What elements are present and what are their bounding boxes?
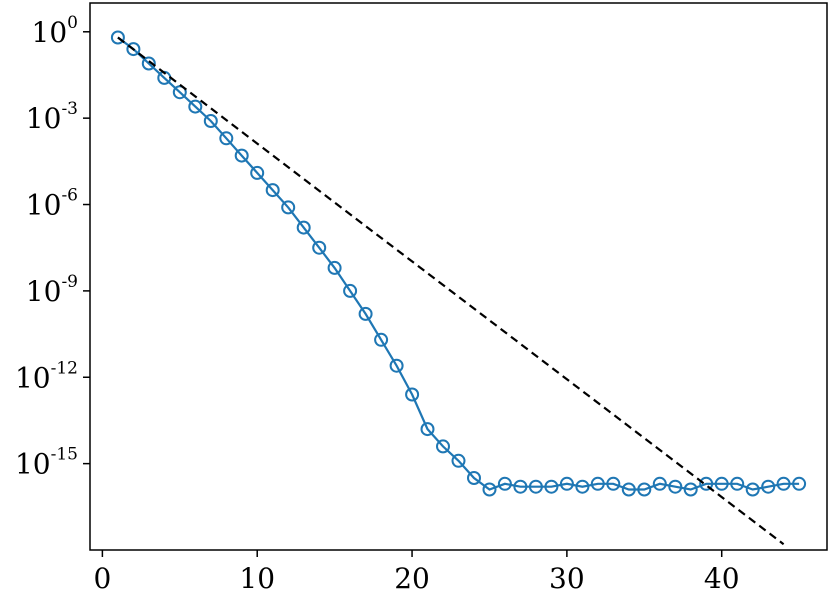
- x-tick-label: 10: [239, 562, 275, 595]
- x-tick-label: 30: [549, 562, 585, 595]
- y-tick-base: 10: [26, 275, 62, 308]
- series-point: [234, 148, 249, 163]
- y-tick-exponent: -3: [61, 99, 78, 119]
- series-point: [761, 479, 776, 494]
- series-point: [126, 42, 141, 57]
- series-point: [436, 439, 450, 454]
- series-point: [296, 220, 311, 235]
- y-tick-base: 10: [15, 448, 51, 481]
- series-point: [312, 240, 327, 255]
- series-point: [405, 387, 420, 402]
- y-tick-exponent: -12: [51, 358, 78, 378]
- series-point: [714, 476, 729, 491]
- series-point: [482, 482, 497, 497]
- series-point: [528, 479, 543, 494]
- reference-dashed-line: [117, 36, 785, 546]
- y-tick-label: 100: [32, 13, 78, 49]
- series-line: [117, 36, 800, 491]
- x-tick-label: 20: [394, 562, 430, 595]
- series-point: [745, 482, 760, 497]
- y-tick-label: 10-6: [26, 186, 78, 222]
- series-point: [250, 165, 265, 180]
- y-tick-exponent: -6: [61, 186, 78, 206]
- series-point: [420, 422, 435, 437]
- series-point: [683, 482, 698, 497]
- series-point: [776, 476, 791, 491]
- series-point: [668, 479, 683, 494]
- x-tick-label: 0: [93, 562, 111, 595]
- series-point: [497, 476, 512, 491]
- series-point: [621, 482, 636, 497]
- y-tick-label: 10-9: [26, 272, 78, 308]
- series-point: [343, 283, 358, 298]
- y-tick-label: 10-15: [15, 445, 78, 481]
- series-point: [730, 476, 745, 491]
- y-tick-exponent: -15: [51, 445, 78, 465]
- y-tick-base: 10: [15, 361, 51, 394]
- plot-frame: [89, 2, 828, 551]
- y-tick-base: 10: [26, 102, 62, 135]
- series-point: [699, 476, 714, 491]
- series-point: [637, 482, 652, 497]
- series-point: [544, 479, 559, 494]
- series-point: [203, 114, 218, 128]
- series-point: [467, 471, 481, 485]
- series-point: [451, 453, 466, 468]
- y-tick-base: 10: [26, 189, 62, 222]
- series-point: [389, 358, 404, 373]
- series-point: [792, 476, 807, 491]
- y-tick-label: 10-3: [26, 99, 78, 135]
- series-layer: [110, 30, 807, 546]
- series-point: [652, 476, 667, 491]
- series-point: [374, 332, 389, 347]
- y-tick-label: 10-12: [15, 358, 78, 394]
- series-point: [559, 476, 574, 491]
- series-point: [575, 479, 590, 494]
- series-point: [513, 479, 528, 494]
- series-point: [590, 476, 605, 491]
- series-point: [265, 183, 280, 198]
- y-tick-base: 10: [32, 16, 68, 49]
- series-point: [141, 56, 156, 71]
- series-point: [281, 200, 296, 215]
- y-tick-exponent: -9: [61, 272, 78, 292]
- series-point: [110, 30, 125, 45]
- series-point: [188, 99, 203, 114]
- series-point: [172, 85, 187, 100]
- y-tick-exponent: 0: [67, 13, 78, 33]
- series-point: [606, 476, 621, 491]
- x-tick-label: 40: [704, 562, 740, 595]
- series-point: [327, 260, 342, 275]
- series-point: [219, 131, 234, 146]
- series-point: [358, 306, 373, 321]
